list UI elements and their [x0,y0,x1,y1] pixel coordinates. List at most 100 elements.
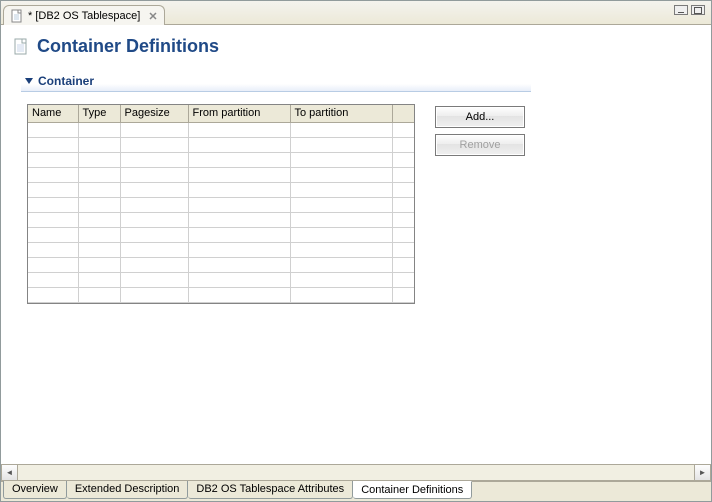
table-cell[interactable] [78,272,120,287]
bottom-tab[interactable]: Container Definitions [353,481,472,499]
table-cell[interactable] [188,287,290,302]
table-cell[interactable] [290,122,392,137]
table-cell[interactable] [28,197,78,212]
bottom-tab[interactable]: DB2 OS Tablespace Attributes [188,481,353,499]
bottom-tab[interactable]: Extended Description [67,481,189,499]
table-cell[interactable] [188,197,290,212]
table-row[interactable] [28,287,414,302]
table-cell[interactable] [392,197,414,212]
table-cell[interactable] [120,122,188,137]
table-cell[interactable] [188,272,290,287]
table-cell[interactable] [392,287,414,302]
table-cell[interactable] [392,182,414,197]
table-cell[interactable] [290,272,392,287]
table-header[interactable]: From partition [188,105,290,122]
add-button[interactable]: Add... [435,106,525,128]
table-cell[interactable] [78,287,120,302]
table-cell[interactable] [188,212,290,227]
table-cell[interactable] [188,182,290,197]
table-cell[interactable] [120,182,188,197]
table-header[interactable]: To partition [290,105,392,122]
remove-button[interactable]: Remove [435,134,525,156]
table-cell[interactable] [392,122,414,137]
table-cell[interactable] [28,242,78,257]
container-table[interactable]: NameTypePagesizeFrom partitionTo partiti… [27,104,415,304]
table-cell[interactable] [78,167,120,182]
table-cell[interactable] [78,257,120,272]
table-cell[interactable] [392,152,414,167]
table-cell[interactable] [120,227,188,242]
table-cell[interactable] [290,287,392,302]
table-cell[interactable] [290,152,392,167]
table-cell[interactable] [28,167,78,182]
table-row[interactable] [28,272,414,287]
table-cell[interactable] [188,242,290,257]
table-cell[interactable] [28,257,78,272]
table-cell[interactable] [28,182,78,197]
table-cell[interactable] [28,227,78,242]
table-cell[interactable] [28,287,78,302]
table-cell[interactable] [392,242,414,257]
table-cell[interactable] [392,257,414,272]
table-cell[interactable] [28,272,78,287]
table-cell[interactable] [290,137,392,152]
table-cell[interactable] [188,122,290,137]
scroll-left-icon[interactable]: ◄ [1,465,18,481]
table-cell[interactable] [290,182,392,197]
table-header[interactable]: Pagesize [120,105,188,122]
minimize-icon[interactable] [674,5,688,15]
table-row[interactable] [28,167,414,182]
table-cell[interactable] [78,197,120,212]
table-cell[interactable] [290,197,392,212]
table-cell[interactable] [78,212,120,227]
table-cell[interactable] [120,257,188,272]
table-header[interactable]: Type [78,105,120,122]
table-cell[interactable] [78,227,120,242]
table-cell[interactable] [290,167,392,182]
table-cell[interactable] [188,257,290,272]
bottom-tab[interactable]: Overview [3,481,67,499]
table-cell[interactable] [28,152,78,167]
table-cell[interactable] [78,122,120,137]
table-row[interactable] [28,257,414,272]
table-cell[interactable] [120,272,188,287]
table-cell[interactable] [78,137,120,152]
table-row[interactable] [28,182,414,197]
table-cell[interactable] [188,227,290,242]
table-cell[interactable] [120,197,188,212]
table-cell[interactable] [290,257,392,272]
editor-tab-db2[interactable]: * [DB2 OS Tablespace] [3,5,165,25]
table-cell[interactable] [28,212,78,227]
table-cell[interactable] [120,167,188,182]
table-cell[interactable] [392,167,414,182]
table-cell[interactable] [188,167,290,182]
table-cell[interactable] [392,137,414,152]
table-cell[interactable] [392,212,414,227]
table-cell[interactable] [120,152,188,167]
table-cell[interactable] [188,137,290,152]
table-cell[interactable] [392,227,414,242]
table-row[interactable] [28,137,414,152]
table-row[interactable] [28,227,414,242]
table-cell[interactable] [120,242,188,257]
table-cell[interactable] [290,212,392,227]
table-row[interactable] [28,242,414,257]
table-cell[interactable] [120,287,188,302]
table-row[interactable] [28,197,414,212]
table-cell[interactable] [78,182,120,197]
table-cell[interactable] [120,137,188,152]
table-row[interactable] [28,122,414,137]
table-row[interactable] [28,152,414,167]
horizontal-scrollbar[interactable]: ◄ ► [1,464,711,481]
table-cell[interactable] [78,152,120,167]
section-header[interactable]: Container [21,73,531,92]
table-cell[interactable] [290,242,392,257]
close-icon[interactable] [146,9,160,23]
table-cell[interactable] [78,242,120,257]
table-cell[interactable] [188,152,290,167]
table-cell[interactable] [28,122,78,137]
table-cell[interactable] [290,227,392,242]
table-cell[interactable] [28,137,78,152]
table-header[interactable]: Name [28,105,78,122]
table-cell[interactable] [120,212,188,227]
